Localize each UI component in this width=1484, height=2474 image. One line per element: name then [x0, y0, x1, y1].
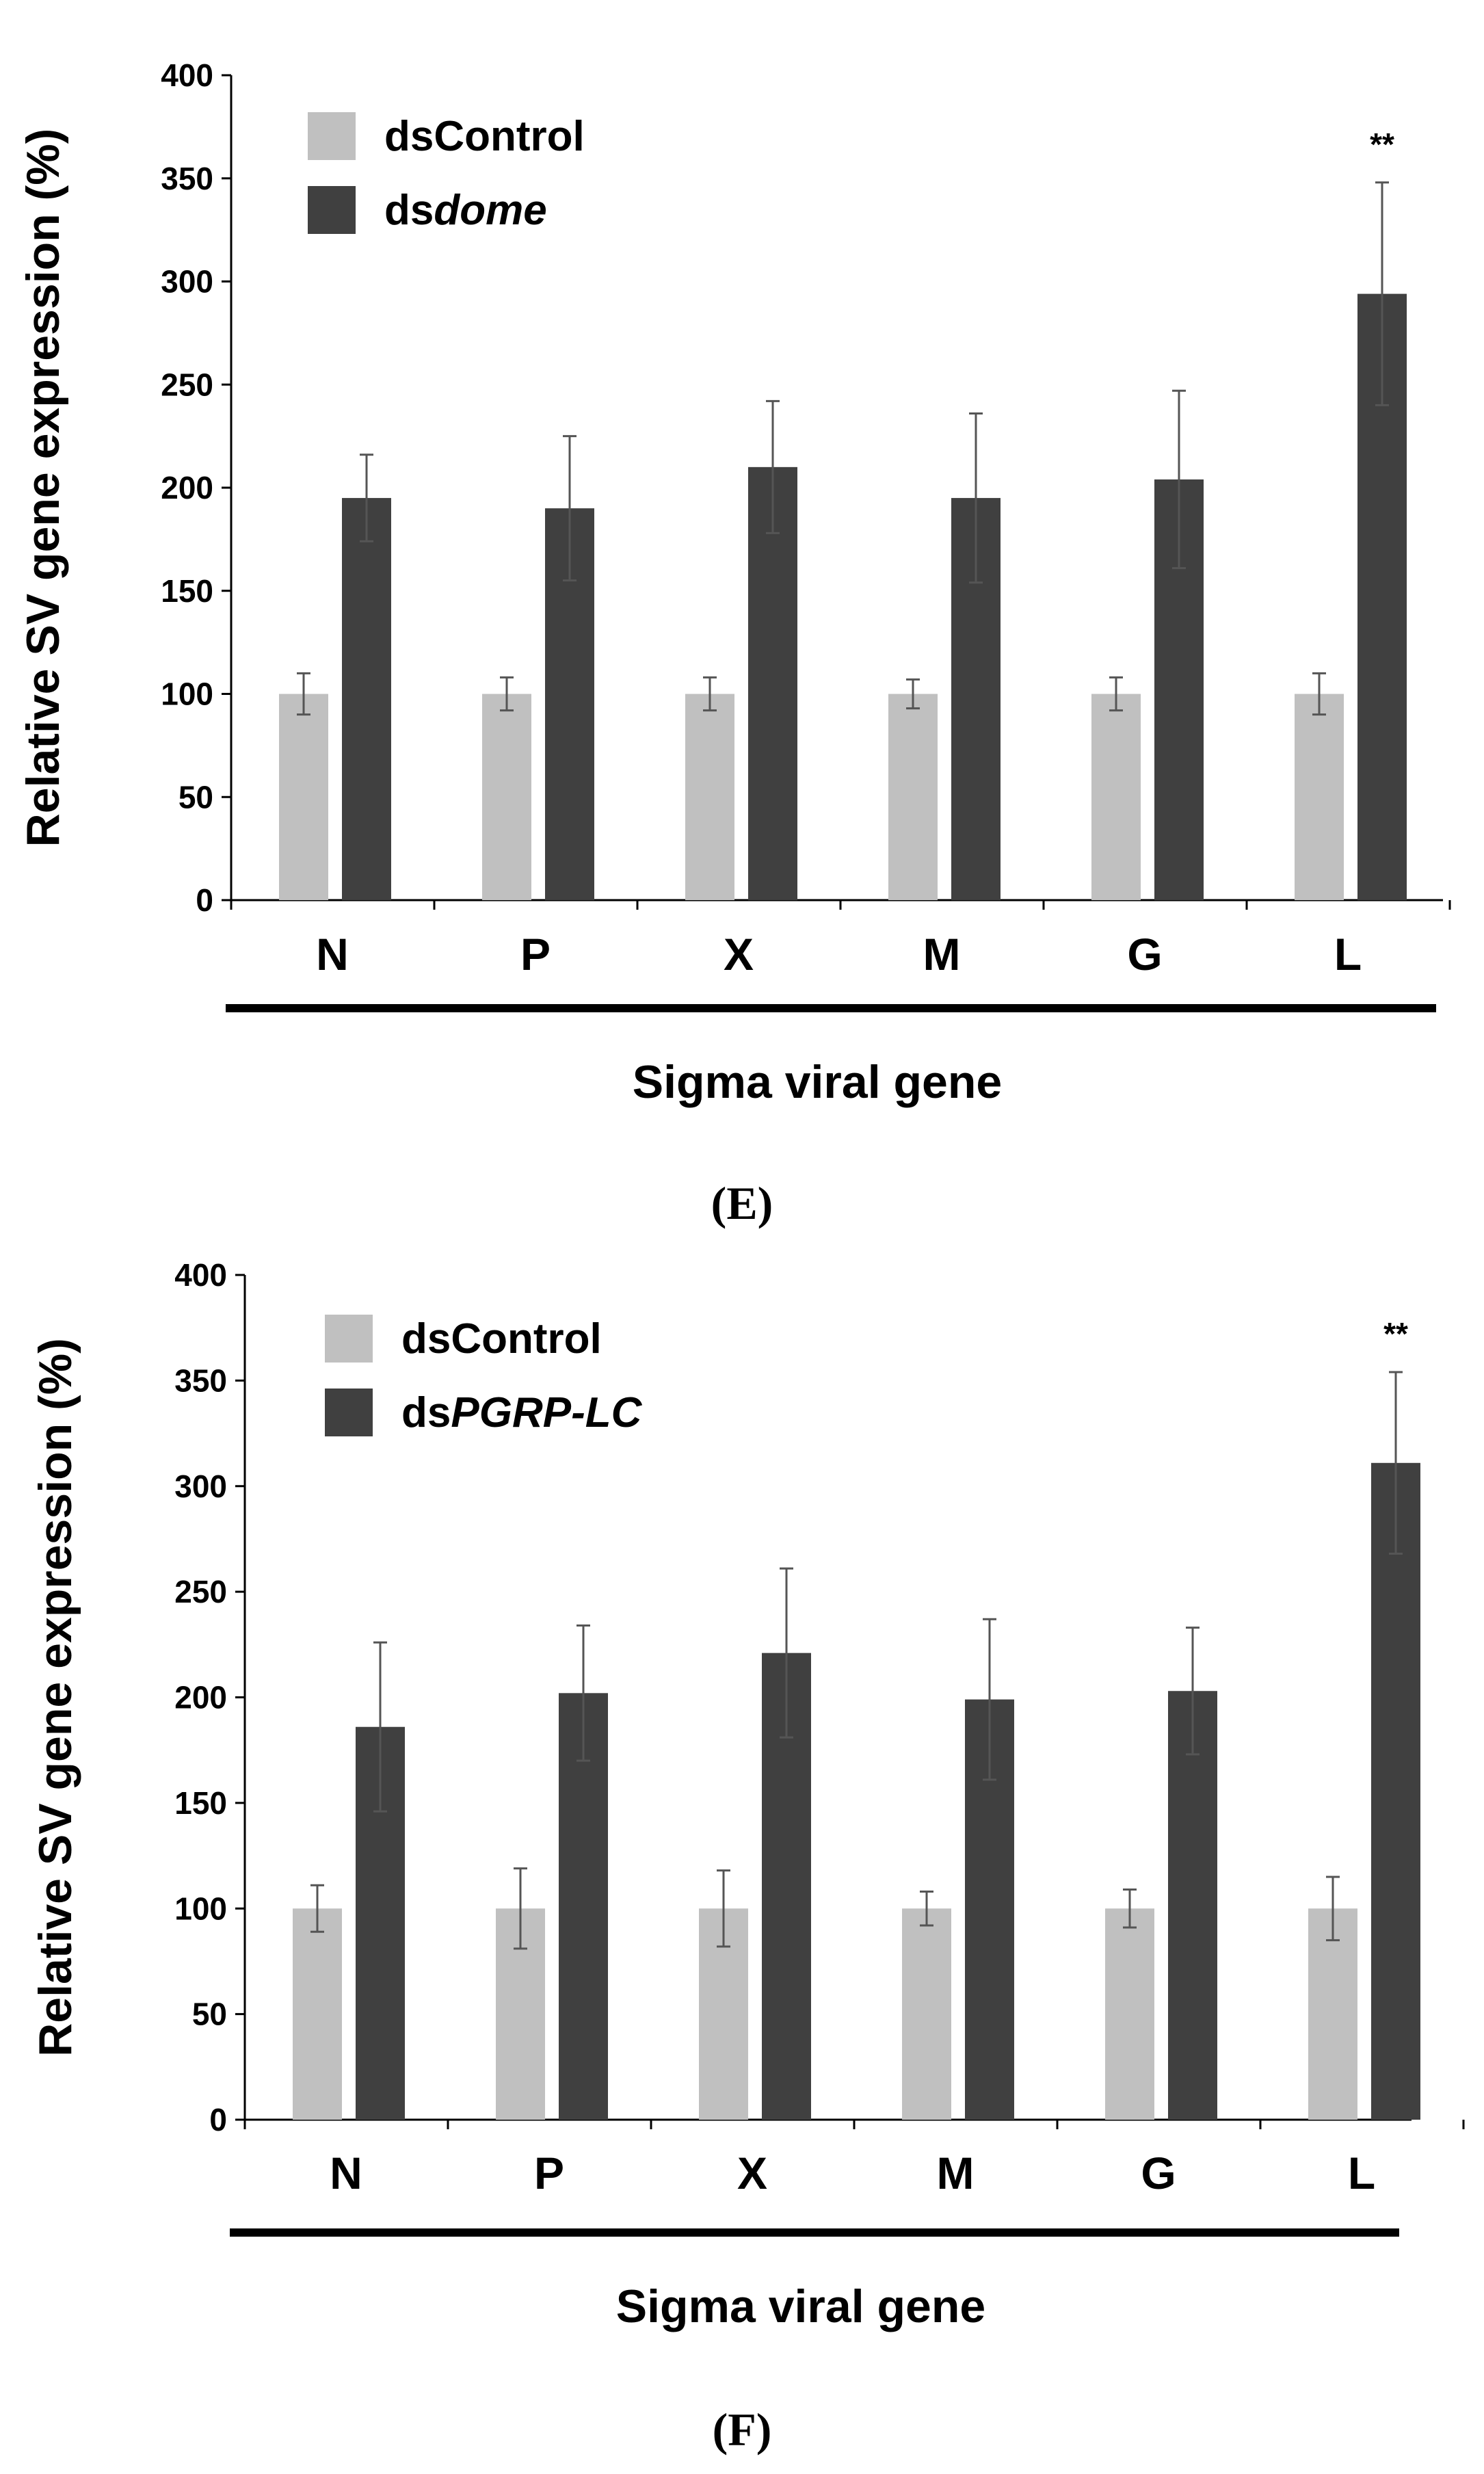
bar-dsPGRP-LC-P	[559, 1693, 608, 2120]
y-tick-label: 100	[161, 676, 213, 712]
bar-dsControl-N	[279, 694, 328, 900]
bar-dsControl-N	[293, 1908, 342, 2120]
bar-dsControl-L	[1295, 694, 1344, 900]
chart-panel-e: 0 50 100 150 200 250 300 350 400 N P X M G L ** Sigma vi…	[17, 57, 1451, 1229]
category-label-G: G	[1127, 929, 1162, 979]
category-label-G: G	[1141, 2148, 1176, 2198]
y-tick-label: 100	[174, 1891, 227, 1926]
category-label-P: P	[520, 929, 551, 979]
bar-dsControl-G	[1091, 694, 1141, 900]
y-tick-label: 50	[192, 1997, 227, 2032]
legend-label-dsdome: dsdome	[384, 187, 547, 234]
y-tick-label: 200	[161, 470, 213, 505]
category-label-N: N	[316, 929, 349, 979]
y-axis-title: Relative SV gene expression (%)	[17, 129, 69, 847]
bar-dsControl-M	[888, 694, 938, 900]
legend-label-dsPGRP-LC: dsPGRP-LC	[401, 1389, 643, 1436]
y-tick-label: 150	[174, 1785, 227, 1821]
legend-label-dsControl: dsControl	[384, 113, 585, 160]
x-axis-title: Sigma viral gene	[616, 2280, 985, 2332]
bar-dsdome-N	[342, 498, 391, 900]
legend-swatch-dsPGRP-LC	[325, 1389, 373, 1436]
y-tick-label: 0	[196, 882, 213, 918]
category-label-L: L	[1348, 2148, 1375, 2198]
y-tick-label: 350	[174, 1363, 227, 1398]
bar-dsControl-P	[482, 694, 531, 900]
legend-swatch-dsControl	[308, 112, 356, 160]
category-label-L: L	[1334, 929, 1362, 979]
y-tick-label: 150	[161, 573, 213, 609]
bar-dsControl-L	[1308, 1908, 1357, 2120]
legend-swatch-dsdome	[308, 186, 356, 234]
panel-label: (F)	[713, 2404, 772, 2456]
y-tick-label: 50	[178, 779, 213, 815]
y-tick-label: 400	[161, 57, 213, 93]
bar-dsControl-X	[685, 694, 734, 900]
bar-dsPGRP-LC-L	[1371, 1462, 1420, 2120]
significance-marker: **	[1383, 1316, 1408, 1352]
y-tick-label: 0	[209, 2102, 227, 2137]
bar-dsPGRP-LC-G	[1168, 1691, 1217, 2120]
y-tick-label: 250	[174, 1574, 227, 1609]
y-tick-label: 300	[174, 1469, 227, 1504]
category-label-M: M	[923, 929, 961, 979]
x-axis-title: Sigma viral gene	[633, 1056, 1002, 1108]
panel-label: (E)	[711, 1177, 773, 1229]
category-label-P: P	[534, 2148, 564, 2198]
y-tick-label: 350	[161, 161, 213, 196]
y-tick-label: 200	[174, 1680, 227, 1715]
category-label-X: X	[737, 2148, 767, 2198]
y-tick-label: 400	[174, 1257, 227, 1293]
bar-dsControl-G	[1105, 1908, 1154, 2120]
chart-panel-f: 0 50 100 150 200 250 300 350 400 N P X M G L ** Sigma vi…	[29, 1257, 1465, 2456]
bar-dsdome-X	[748, 466, 797, 900]
legend-label-dsControl: dsControl	[401, 1315, 602, 1363]
category-label-X: X	[724, 929, 754, 979]
significance-marker: **	[1370, 127, 1394, 162]
y-axis-title: Relative SV gene expression (%)	[29, 1338, 81, 2057]
category-label-N: N	[330, 2148, 362, 2198]
y-tick-label: 300	[161, 264, 213, 300]
bar-dsControl-M	[902, 1908, 951, 2120]
legend-swatch-dsControl	[325, 1315, 373, 1363]
y-tick-label: 250	[161, 367, 213, 402]
category-label-M: M	[937, 2148, 975, 2198]
